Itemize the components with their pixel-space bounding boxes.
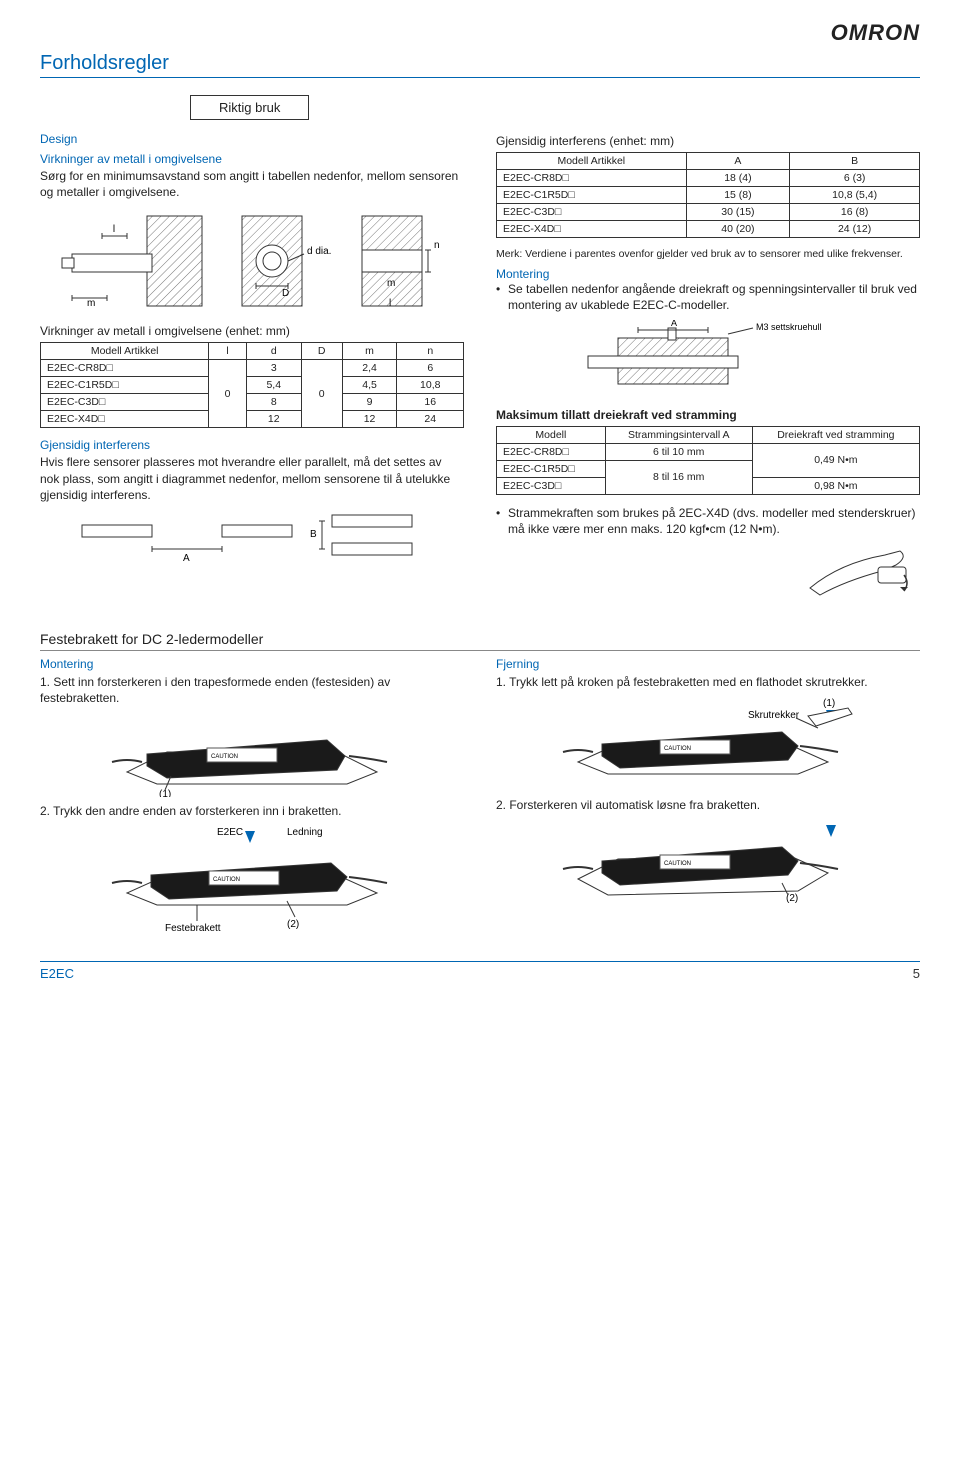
page-title: Forholdsregler: [40, 52, 920, 78]
rule-box: Riktig bruk: [190, 95, 309, 120]
right-column: Gjensidig interferens (enhet: mm) Modell…: [496, 126, 920, 609]
svg-text:CAUTION: CAUTION: [664, 861, 691, 867]
svg-text:(2): (2): [287, 919, 299, 930]
surround-heading: Virkninger av metall i omgivelsene: [40, 152, 464, 166]
svg-text:Skrutrekker: Skrutrekker: [748, 710, 800, 721]
mutual-paragraph: Hvis flere sensorer plasseres mot hveran…: [40, 454, 464, 503]
bracket-remove-heading: Fjerning: [496, 657, 920, 671]
bracket-left: Montering 1. Sett inn forsterkeren i den…: [40, 651, 464, 942]
left-column: Design Virkninger av metall i omgivelsen…: [40, 126, 464, 609]
brand-logo: OMRON: [40, 20, 920, 46]
svg-text:l: l: [389, 298, 391, 309]
bracket-fig2: E2EC Ledning CAUTION (2) Festebrakett: [40, 825, 464, 935]
bracket-mount-heading: Montering: [40, 657, 464, 671]
svg-text:l: l: [113, 224, 115, 235]
bracket-rstep1: 1. Trykk lett på kroken på festebrakette…: [496, 674, 920, 690]
bracket-fig4: CAUTION (2): [496, 819, 920, 914]
bracket-right: Fjerning 1. Trykk lett på kroken på fest…: [496, 651, 920, 942]
svg-text:CAUTION: CAUTION: [213, 877, 240, 883]
svg-text:Ledning: Ledning: [287, 827, 323, 838]
surround-diagram: l m d dia. D: [40, 206, 464, 316]
mounting-heading: Montering: [496, 267, 920, 281]
torque-table: Modell Strammingsintervall A Dreiekraft …: [496, 426, 920, 495]
svg-text:m: m: [387, 278, 395, 289]
svg-text:d dia.: d dia.: [307, 246, 331, 257]
svg-text:A: A: [183, 553, 190, 564]
mutual-heading: Gjensidig interferens: [40, 438, 464, 452]
surround-paragraph: Sørg for en minimumsavstand som angitt i…: [40, 168, 464, 200]
wrench-diagram: [496, 543, 920, 603]
mutual-table: Modell Artikkel A B E2EC-CR8D□18 (4)6 (3…: [496, 152, 920, 238]
design-heading: Design: [40, 132, 464, 146]
setscrew-diagram: A M3 settskruehull: [496, 320, 920, 400]
bracket-fig1: CAUTION (1): [40, 712, 464, 797]
mutual-note: Merk: Verdiene i parentes ovenfor gjelde…: [496, 248, 920, 261]
mutual-table-title: Gjensidig interferens (enhet: mm): [496, 134, 920, 148]
bracket-fig3: (1) Skrutrekker CAUTION: [496, 696, 920, 791]
bracket-title: Festebrakett for DC 2-ledermodeller: [40, 631, 920, 651]
torque-title: Maksimum tillatt dreiekraft ved strammin…: [496, 408, 920, 422]
svg-text:CAUTION: CAUTION: [211, 754, 238, 760]
svg-text:M3 settskruehull: M3 settskruehull: [756, 322, 822, 332]
svg-text:A: A: [671, 320, 677, 328]
svg-text:Festebrakett: Festebrakett: [165, 923, 221, 934]
bracket-step2: 2. Trykk den andre enden av forsterkeren…: [40, 803, 464, 819]
surround-table-title: Virkninger av metall i omgivelsene (enhe…: [40, 324, 464, 338]
mounting-bullet: Se tabellen nedenfor angående dreiekraft…: [496, 281, 920, 313]
svg-text:m: m: [87, 298, 95, 309]
svg-text:(1): (1): [823, 698, 835, 709]
svg-text:(1): (1): [159, 789, 171, 797]
torque-bullet: Strammekraften som brukes på 2EC-X4D (dv…: [496, 505, 920, 537]
svg-text:D: D: [282, 288, 289, 299]
page-footer: E2EC 5: [40, 966, 920, 981]
svg-text:CAUTION: CAUTION: [664, 746, 691, 752]
footer-page: 5: [913, 966, 920, 981]
bracket-step1: 1. Sett inn forsterkeren i den trapesfor…: [40, 674, 464, 706]
bracket-rstep2: 2. Forsterkeren vil automatisk løsne fra…: [496, 797, 920, 813]
surround-table: Modell Artikkel l d D m n E2EC-CR8D□0302…: [40, 342, 464, 428]
svg-text:n: n: [434, 240, 440, 251]
svg-text:E2EC: E2EC: [217, 827, 243, 838]
svg-text:B: B: [310, 529, 317, 540]
mutual-diagram: A B: [40, 509, 464, 569]
footer-model: E2EC: [40, 966, 74, 981]
